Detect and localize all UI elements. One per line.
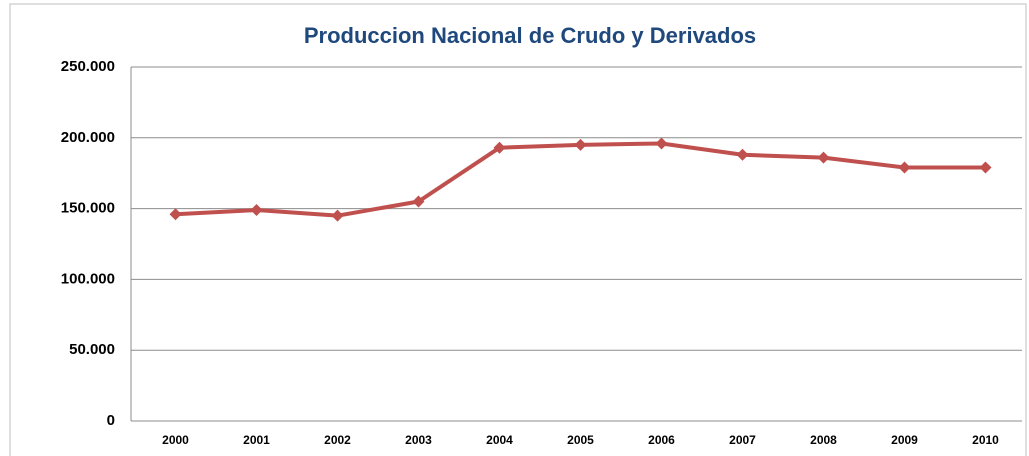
y-tick-label: 0 [107,412,115,429]
y-tick-label: 250.000 [61,58,115,75]
chart-frame [9,3,1027,456]
data-point [493,141,506,154]
data-point [898,161,911,174]
y-tick-label: 200.000 [61,129,115,146]
x-tick-label: 2007 [729,433,756,447]
data-point [250,204,263,217]
data-point [655,137,668,150]
x-tick-label: 2010 [972,433,999,447]
data-point [817,151,830,164]
data-point [331,209,344,222]
x-tick-label: 2000 [162,433,189,447]
chart-title: Produccion Nacional de Crudo y Derivados [304,23,756,48]
x-tick-label: 2003 [405,433,432,447]
x-tick-label: 2009 [891,433,918,447]
data-point [979,161,992,174]
data-point [169,208,182,221]
y-tick-label: 50.000 [69,341,115,358]
x-tick-label: 2005 [567,433,594,447]
y-tick-label: 150.000 [61,200,115,217]
y-tick-label: 100.000 [61,270,115,287]
data-point [412,195,425,208]
x-tick-label: 2001 [243,433,270,447]
x-tick-label: 2002 [324,433,351,447]
x-tick-label: 2008 [810,433,837,447]
x-tick-label: 2004 [486,433,513,447]
data-point [574,138,587,151]
data-line [175,141,986,218]
data-point [736,148,749,161]
x-tick-label: 2006 [648,433,675,447]
